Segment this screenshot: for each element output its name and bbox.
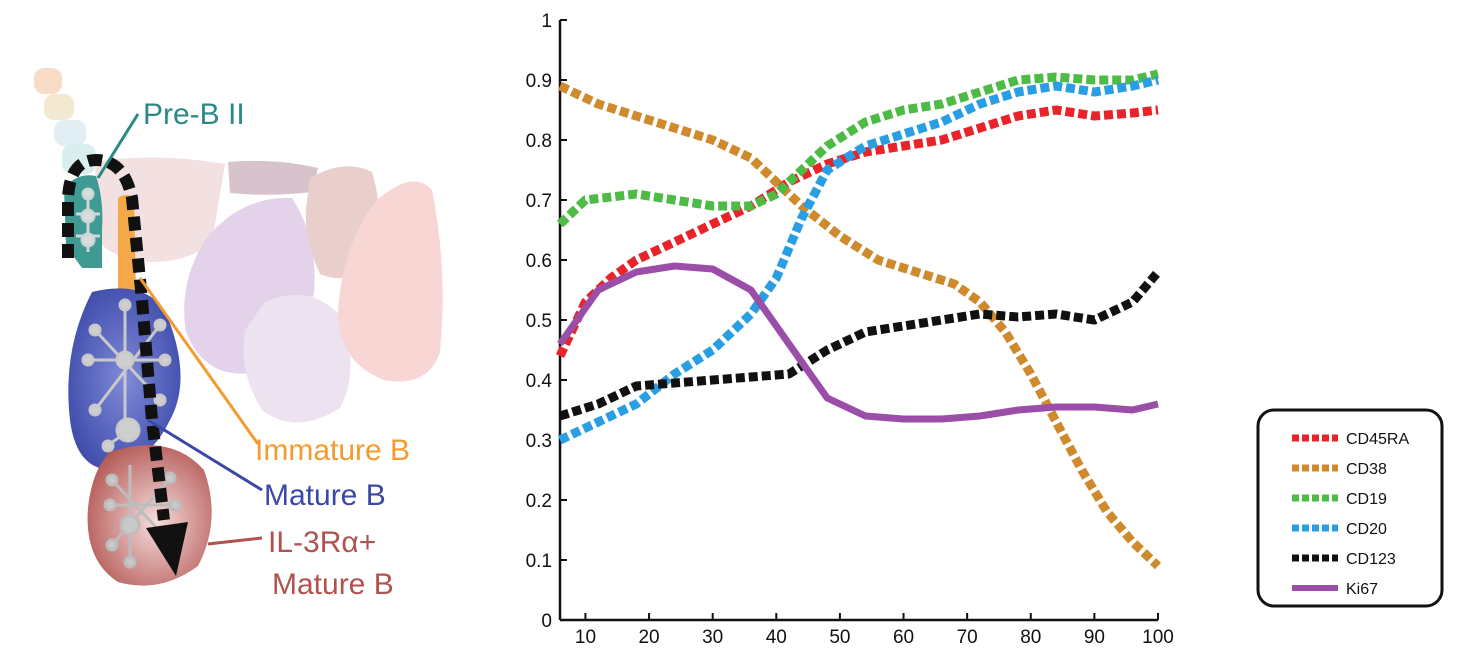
label-pre-b-ii: Pre-B II [143,98,245,131]
x-axis: 10 20 30 40 50 60 70 80 90 100 [560,613,1174,648]
mature-b-network [81,298,172,453]
legend-label-cd19: CD19 [1346,491,1387,508]
y-tick-label: 0.9 [526,71,552,92]
mature-b-leader [147,418,263,492]
pre-b-ii-leader [96,113,140,179]
y-tick-label: 0.8 [526,131,552,152]
series-line-cd20 [558,75,1160,445]
legend-label-ki67: Ki67 [1346,581,1378,598]
trajectory-arrowhead [146,522,188,576]
legend-label-cd20: CD20 [1346,521,1387,538]
series-line-cd123 [558,269,1162,421]
legend-label-cd45ra: CD45RA [1346,431,1409,448]
y-tick-label: 0.5 [526,311,552,332]
series-line-cd38 [558,81,1162,570]
x-tick-label: 100 [1142,627,1174,648]
label-il3-line2: Mature B [272,568,394,601]
il3-leader [207,536,263,546]
tissue-shape-mauve-bar [228,160,318,195]
label-il3-line1: IL-3Rα+ [268,526,376,559]
tissue-shape-lavender-lower [243,294,351,423]
y-tick-label: 0.4 [526,371,553,392]
x-tick-label: 40 [766,627,787,648]
y-axis: 0 0.1 0.2 0.3 0.4 0.5 0.6 0.7 0.8 0.9 1 [526,11,567,632]
line-chart: 0 0.1 0.2 0.3 0.4 0.5 0.6 0.7 0.8 0.9 1 10 20 30 40 50… [526,11,1174,648]
label-immature-b: Immature B [255,434,410,467]
trajectory-path [62,153,170,521]
y-tick-label: 0 [541,611,552,632]
x-tick-label: 30 [702,627,723,648]
x-tick-label: 20 [638,627,659,648]
legend-items: CD45RA CD38 CD19 CD20 CD123 Ki67 [1292,431,1409,598]
bone-marrow-diagram: Pre-B II Immature B Mature B IL-3Rα+ Mat… [34,68,443,601]
series-line-ki67 [557,262,1159,423]
x-tick-label: 10 [575,627,596,648]
series-layer [555,69,1162,570]
legend-label-cd38: CD38 [1346,461,1387,478]
x-tick-label: 60 [893,627,914,648]
progenitor-chain [34,68,96,174]
label-mature-b: Mature B [264,479,386,512]
y-tick-label: 1 [541,11,552,32]
legend-label-cd123: CD123 [1346,551,1396,568]
immature-b-leader [138,277,260,445]
x-tick-label: 50 [829,627,850,648]
x-tick-label: 80 [1020,627,1041,648]
pre-b-ii-nodes [76,187,100,252]
series-line-cd19 [556,69,1160,228]
y-tick-label: 0.6 [526,251,552,272]
x-tick-label: 70 [957,627,978,648]
il3-mature-b-cell [87,445,212,586]
legend: CD45RA CD38 CD19 CD20 CD123 Ki67 [1256,408,1444,608]
y-tick-label: 0.7 [526,191,552,212]
y-tick-label: 0.3 [526,431,552,452]
tissue-shape-salmon [338,181,443,382]
y-tick-label: 0.1 [526,551,552,572]
x-tick-label: 90 [1084,627,1105,648]
y-tick-label: 0.2 [526,491,552,512]
